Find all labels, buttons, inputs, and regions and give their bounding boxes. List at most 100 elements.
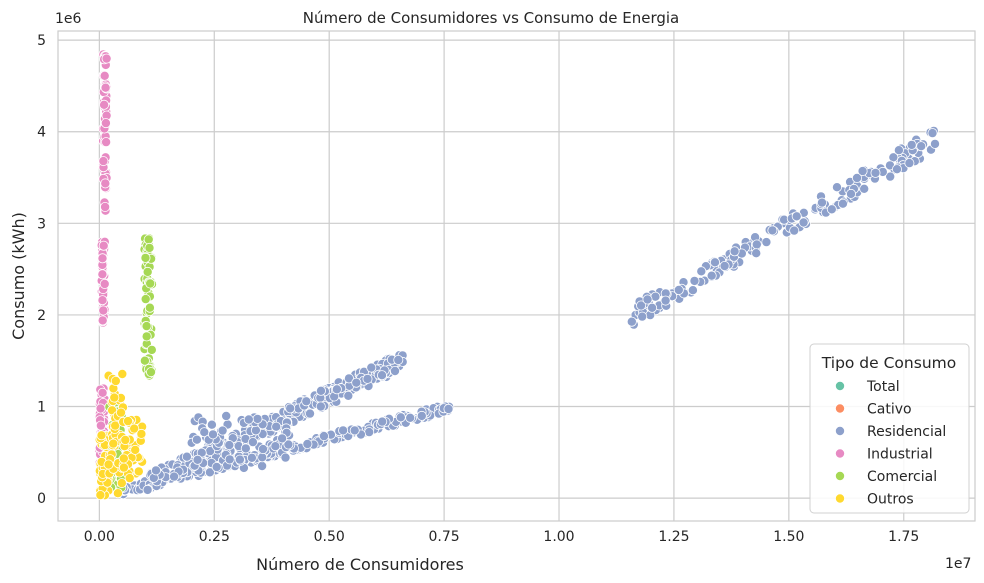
y-tick-label: 2 (37, 308, 46, 324)
data-point (364, 427, 375, 438)
data-point (315, 385, 326, 396)
y-tick-label: 3 (37, 216, 46, 232)
data-point (224, 440, 235, 451)
data-point (191, 434, 202, 445)
data-point (927, 128, 938, 139)
data-point (343, 390, 354, 401)
data-point (349, 425, 360, 436)
data-point (916, 141, 927, 152)
data-point (642, 294, 653, 305)
data-point (192, 454, 203, 465)
x-offset-label: 1e7 (945, 556, 971, 572)
legend-label: Industrial (867, 447, 933, 463)
data-point (150, 465, 161, 476)
data-point (145, 278, 156, 289)
legend-label: Total (866, 379, 900, 395)
data-point (103, 459, 114, 470)
data-point (211, 461, 222, 472)
data-point (859, 183, 870, 194)
data-point (98, 156, 109, 167)
data-point (315, 401, 326, 412)
data-point (252, 413, 263, 424)
data-point (930, 138, 941, 149)
data-point (144, 242, 155, 253)
data-point (285, 403, 296, 414)
data-point (206, 419, 217, 430)
data-point (706, 270, 717, 281)
data-point (885, 171, 896, 182)
data-point (243, 414, 254, 425)
legend-marker (835, 470, 846, 481)
data-point (689, 275, 700, 286)
data-point (110, 420, 121, 431)
data-point (798, 217, 809, 228)
data-point (660, 295, 671, 306)
x-tick-label: 1.00 (543, 529, 574, 545)
data-point (99, 70, 110, 81)
data-point (837, 198, 848, 209)
data-point (97, 253, 108, 264)
data-point (116, 478, 127, 489)
y-offset-label: 1e6 (55, 11, 82, 27)
data-point (637, 311, 648, 322)
data-point (101, 137, 112, 148)
series-outros (94, 368, 148, 501)
data-point (870, 167, 881, 178)
x-tick-label: 1.25 (658, 529, 689, 545)
data-point (97, 269, 108, 280)
data-point (123, 416, 134, 427)
data-point (257, 452, 268, 463)
data-point (389, 365, 400, 376)
data-point (246, 452, 257, 463)
data-point (852, 172, 863, 183)
data-point (362, 373, 373, 384)
data-point (142, 266, 153, 277)
data-point (846, 188, 857, 199)
x-tick-label: 0.25 (199, 529, 230, 545)
plot-frame (57, 30, 976, 522)
data-point (751, 248, 762, 259)
data-point (791, 211, 802, 222)
legend-marker (835, 425, 846, 436)
data-point (826, 204, 837, 215)
data-point (761, 237, 772, 248)
y-tick-label: 4 (37, 125, 46, 141)
y-tick-label: 1 (37, 400, 46, 416)
data-point (906, 139, 917, 150)
data-point (136, 428, 147, 439)
data-point (395, 412, 406, 423)
data-point (234, 454, 245, 465)
data-point (405, 412, 416, 423)
data-point (146, 344, 157, 355)
data-point (343, 373, 354, 384)
legend-label: Cativo (867, 402, 912, 418)
data-point (366, 362, 377, 373)
data-point (124, 473, 135, 484)
data-point (133, 466, 144, 477)
data-point (224, 454, 235, 465)
data-point (112, 488, 123, 499)
data-point (626, 316, 637, 327)
y-tick-label: 0 (37, 491, 46, 507)
data-point (100, 201, 111, 212)
data-point (145, 367, 156, 378)
x-tick-label: 0.50 (314, 529, 345, 545)
legend-marker (835, 493, 846, 504)
data-point (100, 178, 111, 189)
data-point (139, 355, 150, 366)
data-point (181, 451, 192, 462)
x-tick-label: 1.50 (773, 529, 804, 545)
data-point (95, 420, 106, 431)
data-point (393, 354, 404, 365)
x-tick-label: 0.75 (429, 529, 460, 545)
data-point (767, 225, 778, 236)
data-point (95, 490, 106, 501)
data-point (240, 443, 251, 454)
data-point (304, 408, 315, 419)
data-point (331, 384, 342, 395)
data-point (98, 240, 109, 251)
data-point (120, 434, 131, 445)
data-point (101, 53, 112, 64)
data-point (270, 441, 281, 452)
